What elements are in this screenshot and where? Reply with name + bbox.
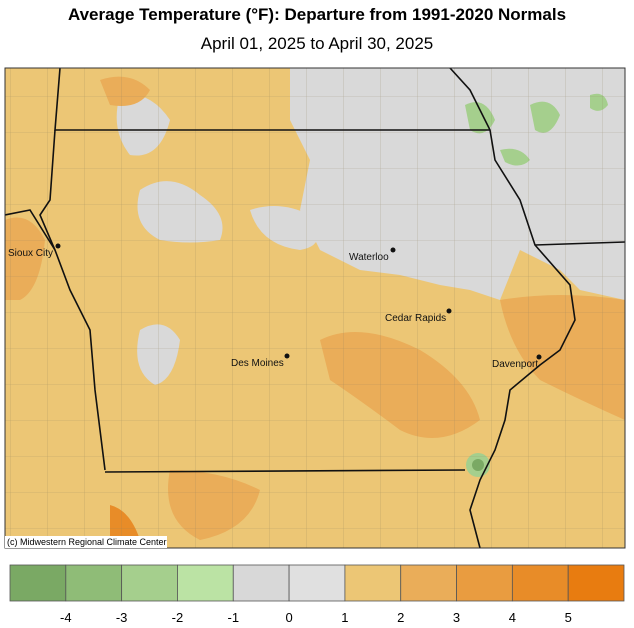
legend-tick-label: 0 xyxy=(285,610,292,625)
county-lines xyxy=(5,68,625,548)
state-borders xyxy=(5,68,625,548)
legend-swatch xyxy=(177,564,234,602)
cities: Sioux City Waterloo Cedar Rapids Des Moi… xyxy=(8,243,542,370)
map-frame xyxy=(4,67,626,549)
legend-swatch xyxy=(232,564,290,602)
map xyxy=(5,68,625,548)
city-label: Cedar Rapids xyxy=(385,313,446,324)
legend-tick-label: -4 xyxy=(60,610,72,625)
title: Average Temperature (°F): Departure from… xyxy=(68,5,566,24)
legend-tick-label: 5 xyxy=(565,610,572,625)
legend-swatch xyxy=(9,564,67,602)
subtitle: April 01, 2025 to April 30, 2025 xyxy=(201,34,434,53)
credit-box xyxy=(5,536,167,548)
city-dot xyxy=(284,353,290,359)
city-label: Des Moines xyxy=(231,358,284,369)
legend-swatch xyxy=(567,564,625,602)
legend-swatch xyxy=(288,564,346,602)
city-dot xyxy=(446,308,452,314)
legend-tick-label: -1 xyxy=(227,610,239,625)
legend-swatch xyxy=(344,564,402,602)
legend-tick-label: 2 xyxy=(397,610,404,625)
legend-swatch xyxy=(400,564,457,602)
legend-swatch xyxy=(121,564,178,602)
legend-swatch xyxy=(511,564,569,602)
legend-tick-label: 1 xyxy=(341,610,348,625)
legend-tick-label: -2 xyxy=(172,610,184,625)
city-label: Waterloo xyxy=(349,252,389,263)
credit: (c) Midwestern Regional Climate Center xyxy=(7,537,167,547)
city-label: Sioux City xyxy=(8,248,53,259)
city-label: Davenport xyxy=(492,359,538,370)
city-dot xyxy=(536,354,542,360)
legend-tick-label: 3 xyxy=(453,610,460,625)
city-dot xyxy=(390,247,396,253)
city-dot xyxy=(55,243,61,249)
legend-tick-label: 4 xyxy=(509,610,516,625)
legend: -4 -3 -2 -1 0 1 2 3 4 5 xyxy=(9,564,625,625)
legend-swatch xyxy=(456,564,513,602)
legend-tick-label: -3 xyxy=(116,610,128,625)
legend-swatch xyxy=(65,564,123,602)
